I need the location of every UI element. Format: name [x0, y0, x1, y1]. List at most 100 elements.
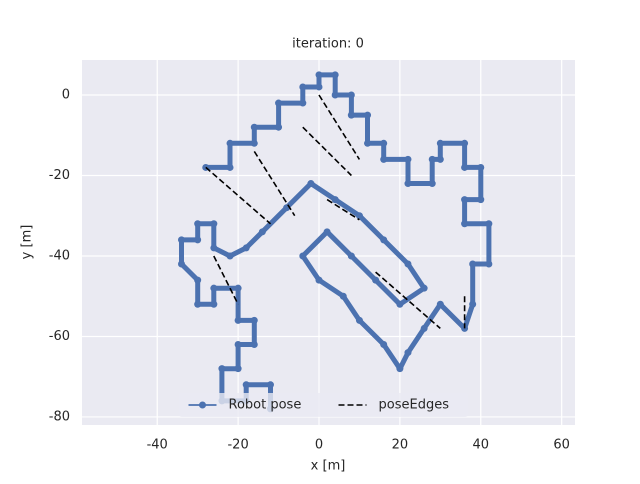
- pose-marker: [210, 244, 218, 252]
- pose-marker: [194, 220, 202, 228]
- pose-marker: [194, 276, 202, 284]
- pose-marker: [420, 324, 428, 332]
- x-tick-label: 60: [553, 438, 570, 453]
- pose-marker: [404, 155, 412, 163]
- pose-marker: [226, 163, 234, 171]
- pose-marker: [404, 260, 412, 268]
- pose-marker: [380, 155, 388, 163]
- pose-marker: [404, 349, 412, 357]
- pose-marker: [436, 155, 444, 163]
- pose-marker: [299, 252, 307, 260]
- pose-marker: [339, 292, 347, 300]
- x-tick-label: 40: [472, 438, 489, 453]
- pose-marker: [372, 276, 380, 284]
- pose-marker: [242, 381, 250, 389]
- y-tick-label: -20: [49, 168, 70, 183]
- legend-box: [178, 393, 469, 417]
- pose-marker: [477, 196, 485, 204]
- pose-marker: [234, 341, 242, 349]
- pose-marker: [436, 300, 444, 308]
- y-axis-label: y [m]: [20, 225, 35, 260]
- pose-marker: [380, 236, 388, 244]
- pose-marker: [461, 196, 469, 204]
- pose-marker: [250, 316, 258, 324]
- marks: [177, 71, 493, 413]
- pose-marker: [396, 300, 404, 308]
- plot-area: [82, 60, 575, 425]
- x-axis-label: x [m]: [311, 459, 346, 474]
- pose-marker: [258, 228, 266, 236]
- pose-marker: [210, 284, 218, 292]
- pose-marker: [461, 163, 469, 171]
- pose-marker: [218, 365, 226, 373]
- pose-marker: [234, 284, 242, 292]
- pose-marker: [299, 83, 307, 91]
- x-tick-label: 20: [392, 438, 409, 453]
- pose-marker: [194, 300, 202, 308]
- x-tick-label: 0: [315, 438, 323, 453]
- pose-marker: [436, 139, 444, 147]
- pose-marker: [380, 139, 388, 147]
- pose-marker: [428, 180, 436, 188]
- pose-marker: [234, 365, 242, 373]
- pose-marker: [315, 71, 323, 79]
- x-tick-label: -20: [227, 438, 248, 453]
- pose-marker: [234, 316, 242, 324]
- pose-marker: [210, 220, 218, 228]
- pose-marker: [331, 91, 339, 99]
- pose-marker: [347, 111, 355, 119]
- grid: [82, 60, 575, 425]
- pose-marker: [420, 284, 428, 292]
- pose-marker: [347, 91, 355, 99]
- pose-marker: [477, 163, 485, 171]
- pose-marker: [396, 365, 404, 373]
- pose-marker: [404, 180, 412, 188]
- pose-marker: [355, 316, 363, 324]
- pose-marker: [485, 260, 493, 268]
- pose-marker: [461, 220, 469, 228]
- pose-marker: [331, 71, 339, 79]
- pose-marker: [226, 139, 234, 147]
- pose-marker: [177, 236, 185, 244]
- pose-marker: [266, 381, 274, 389]
- pose-marker: [275, 123, 283, 131]
- y-tick-label: -40: [49, 248, 70, 263]
- pose-marker: [250, 139, 258, 147]
- pose-marker: [469, 260, 477, 268]
- legend-label: Robot pose: [229, 398, 302, 413]
- pose-marker: [380, 341, 388, 349]
- pose-marker: [242, 244, 250, 252]
- pose-marker: [323, 228, 331, 236]
- pose-marker: [364, 111, 372, 119]
- pose-marker: [469, 300, 477, 308]
- pose-marker: [461, 139, 469, 147]
- pose-marker: [226, 252, 234, 260]
- pose-marker: [461, 324, 469, 332]
- pose-marker: [177, 260, 185, 268]
- pose-marker: [250, 341, 258, 349]
- pose-marker: [194, 236, 202, 244]
- pose-marker: [331, 196, 339, 204]
- pose-marker: [307, 180, 315, 188]
- y-tick-label: 0: [62, 88, 70, 103]
- pose-marker: [315, 276, 323, 284]
- pose-marker: [210, 300, 218, 308]
- legend-label: poseEdges: [379, 398, 450, 413]
- pose-marker: [428, 155, 436, 163]
- pose-marker: [299, 99, 307, 107]
- pose-marker: [250, 123, 258, 131]
- pose-marker: [355, 212, 363, 220]
- legend: Robot pose poseEdges: [178, 393, 469, 417]
- y-tick-label: -60: [49, 329, 70, 344]
- pose-marker: [485, 220, 493, 228]
- edge-line: [205, 94, 466, 330]
- pose-marker: [275, 99, 283, 107]
- legend-marker: [199, 401, 206, 409]
- pose-marker: [364, 139, 372, 147]
- y-tick-label: -80: [49, 409, 70, 424]
- pose-marker: [347, 252, 355, 260]
- x-tick-label: -40: [147, 438, 168, 453]
- chart-title: iteration: 0: [292, 37, 364, 52]
- pose-marker: [315, 83, 323, 91]
